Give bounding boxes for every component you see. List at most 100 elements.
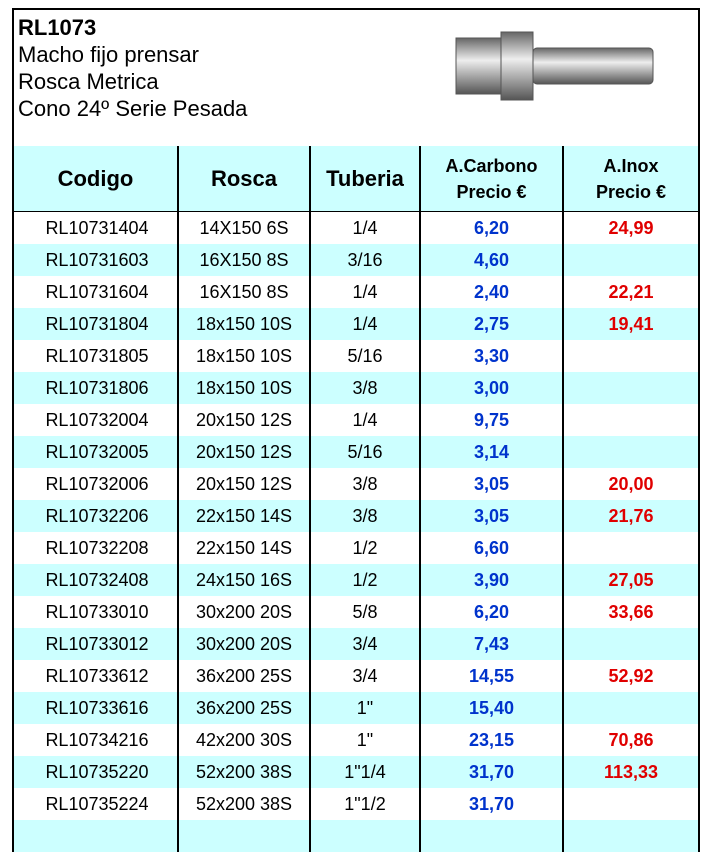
product-image (454, 28, 664, 108)
table-cell: 14,55 (421, 660, 564, 692)
table-cell (421, 820, 564, 852)
cell-text: RL10732005 (42, 442, 148, 463)
header-text: Tuberia (326, 166, 404, 192)
table-cell: 36x200 25S (179, 692, 311, 724)
cell-text: 18x150 10S (196, 346, 292, 367)
table-cell: RL10733612 (14, 660, 179, 692)
cell-text: 1"1/2 (344, 794, 385, 815)
cell-text: 3/16 (347, 250, 382, 271)
table-cell: 18x150 10S (179, 340, 311, 372)
table-cell: RL10733010 (14, 596, 179, 628)
cell-text: 6,60 (474, 538, 509, 559)
cell-text: RL10735224 (42, 794, 148, 815)
cell-text: 6,20 (474, 218, 509, 239)
table-cell: RL10732206 (14, 500, 179, 532)
cell-text: 1/2 (352, 570, 377, 591)
table-cell (564, 628, 698, 660)
table-cell: RL10735224 (14, 788, 179, 820)
table-cell: 3/8 (311, 372, 421, 404)
cell-text: 5/16 (347, 442, 382, 463)
table-cell: 22x150 14S (179, 500, 311, 532)
table-cell: 3/4 (311, 628, 421, 660)
table-cell: 52x200 38S (179, 788, 311, 820)
table-cell: 21,76 (564, 500, 698, 532)
cell-text: RL10731804 (42, 314, 148, 335)
table-cell: 20x150 12S (179, 436, 311, 468)
table-cell: 1"1/4 (311, 756, 421, 788)
cell-text: RL10731806 (42, 378, 148, 399)
cell-text: RL10734216 (42, 730, 148, 751)
table-cell: 24,99 (564, 212, 698, 244)
cell-text: RL10735220 (42, 762, 148, 783)
table-cell (564, 788, 698, 820)
cell-text: RL10733612 (42, 666, 148, 687)
cell-text: 20x150 12S (196, 474, 292, 495)
cell-text: 6,20 (474, 602, 509, 623)
product-header: RL1073 Macho fijo prensar Rosca Metrica … (14, 10, 698, 148)
table-cell (179, 820, 311, 852)
table-cell: 3/4 (311, 660, 421, 692)
cell-text: 31,70 (469, 762, 514, 783)
table-cell: 70,86 (564, 724, 698, 756)
table-cell: 1/2 (311, 532, 421, 564)
table-cell: 3,14 (421, 436, 564, 468)
cell-text: 30x200 20S (196, 634, 292, 655)
cell-text: 4,60 (474, 250, 509, 271)
table-cell: 5/16 (311, 436, 421, 468)
table-cell: 3/16 (311, 244, 421, 276)
cell-text: 20,00 (608, 474, 653, 495)
cell-text: 36x200 25S (196, 666, 292, 687)
description: Macho fijo prensar (18, 41, 199, 68)
table-cell: RL10732208 (14, 532, 179, 564)
cell-text: 1" (357, 698, 373, 719)
table-cell: 31,70 (421, 756, 564, 788)
cell-text: 42x200 30S (196, 730, 292, 751)
table-cell (564, 436, 698, 468)
table-cell: 5/16 (311, 340, 421, 372)
table-cell (564, 404, 698, 436)
table-cell: 6,60 (421, 532, 564, 564)
table-cell: RL10732408 (14, 564, 179, 596)
table-cell: 1/4 (311, 276, 421, 308)
cell-text: 18x150 10S (196, 378, 292, 399)
cell-text: RL10732006 (42, 474, 148, 495)
table-cell: 1"1/2 (311, 788, 421, 820)
cell-text: 1/4 (352, 410, 377, 431)
table-cell: 5/8 (311, 596, 421, 628)
cell-text: 31,70 (469, 794, 514, 815)
cell-text: 24,99 (608, 218, 653, 239)
cell-text: 9,75 (474, 410, 509, 431)
cell-text: 1/4 (352, 282, 377, 303)
cell-text: RL10731805 (42, 346, 148, 367)
table-cell: 2,75 (421, 308, 564, 340)
cell-text: 3/4 (352, 666, 377, 687)
cell-text: 113,33 (604, 762, 658, 783)
cell-text: 3/4 (352, 634, 377, 655)
cell-text: 1/2 (352, 538, 377, 559)
cell-text: 18x150 10S (196, 314, 292, 335)
table-cell: RL10733616 (14, 692, 179, 724)
description: Rosca Metrica (18, 68, 159, 95)
cell-text: 1/4 (352, 218, 377, 239)
table-cell: 1" (311, 692, 421, 724)
cell-text: 24x150 16S (196, 570, 292, 591)
table-cell: 3,90 (421, 564, 564, 596)
cell-text: 20x150 12S (196, 410, 292, 431)
table-cell: RL10732005 (14, 436, 179, 468)
cell-text: RL10731603 (42, 250, 148, 271)
table-cell: 2,40 (421, 276, 564, 308)
header-text: A.Inox (603, 153, 658, 179)
table-cell: 1/2 (311, 564, 421, 596)
cell-text: 7,43 (474, 634, 509, 655)
